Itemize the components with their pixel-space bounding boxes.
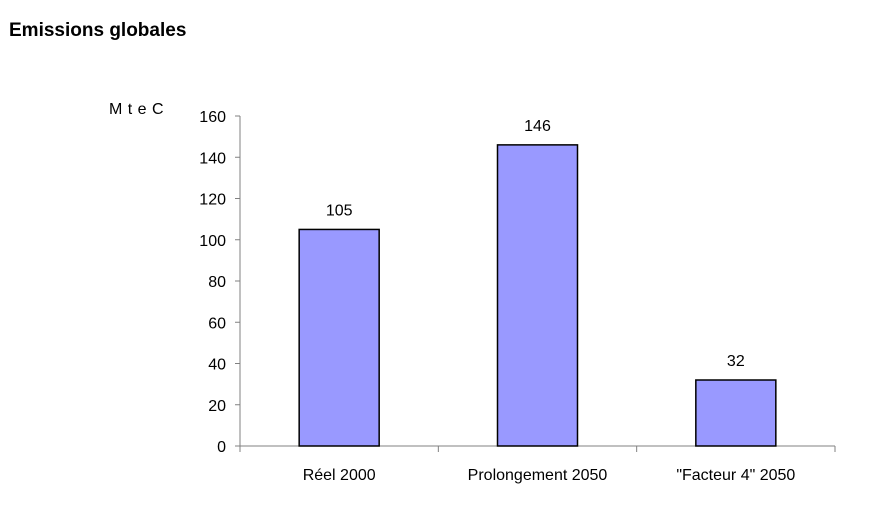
y-tick-label: 100 (199, 233, 226, 250)
data-label: 105 (326, 202, 353, 219)
x-category-label: Réel 2000 (303, 467, 376, 484)
y-tick-label: 20 (208, 398, 226, 415)
y-tick-label: 0 (217, 439, 226, 456)
chart-bars (299, 145, 776, 446)
y-tick-label: 140 (199, 150, 226, 167)
x-category-label: Prolongement 2050 (468, 467, 608, 484)
y-tick-label: 160 (199, 109, 226, 126)
y-tick-label: 80 (208, 274, 226, 291)
bar (498, 145, 578, 446)
y-tick-label: 120 (199, 192, 226, 209)
data-label: 32 (727, 353, 745, 370)
y-tick-label: 60 (208, 315, 226, 332)
bar (696, 380, 776, 446)
y-tick-label: 40 (208, 357, 226, 374)
bar (299, 229, 379, 446)
data-label: 146 (524, 118, 551, 135)
x-category-label: "Facteur 4" 2050 (676, 467, 795, 484)
